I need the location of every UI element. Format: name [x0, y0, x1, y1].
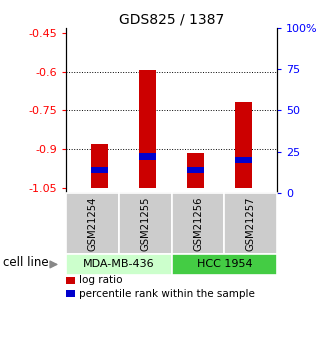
Bar: [139, 70, 156, 188]
Text: HCC 1954: HCC 1954: [197, 259, 252, 269]
Bar: [187, 167, 204, 174]
Text: log ratio: log ratio: [79, 276, 123, 285]
Text: GSM21256: GSM21256: [193, 196, 203, 250]
Bar: [91, 144, 108, 188]
Text: cell line: cell line: [3, 256, 49, 269]
Bar: [91, 167, 108, 174]
Text: MDA-MB-436: MDA-MB-436: [83, 259, 155, 269]
Text: GSM21255: GSM21255: [140, 196, 150, 250]
Text: GSM21254: GSM21254: [87, 196, 97, 250]
Bar: [139, 154, 156, 160]
Bar: [187, 153, 204, 188]
Text: GSM21257: GSM21257: [246, 196, 256, 250]
Text: percentile rank within the sample: percentile rank within the sample: [79, 289, 255, 298]
Title: GDS825 / 1387: GDS825 / 1387: [119, 12, 224, 27]
Bar: [235, 102, 252, 188]
Bar: [235, 157, 252, 164]
